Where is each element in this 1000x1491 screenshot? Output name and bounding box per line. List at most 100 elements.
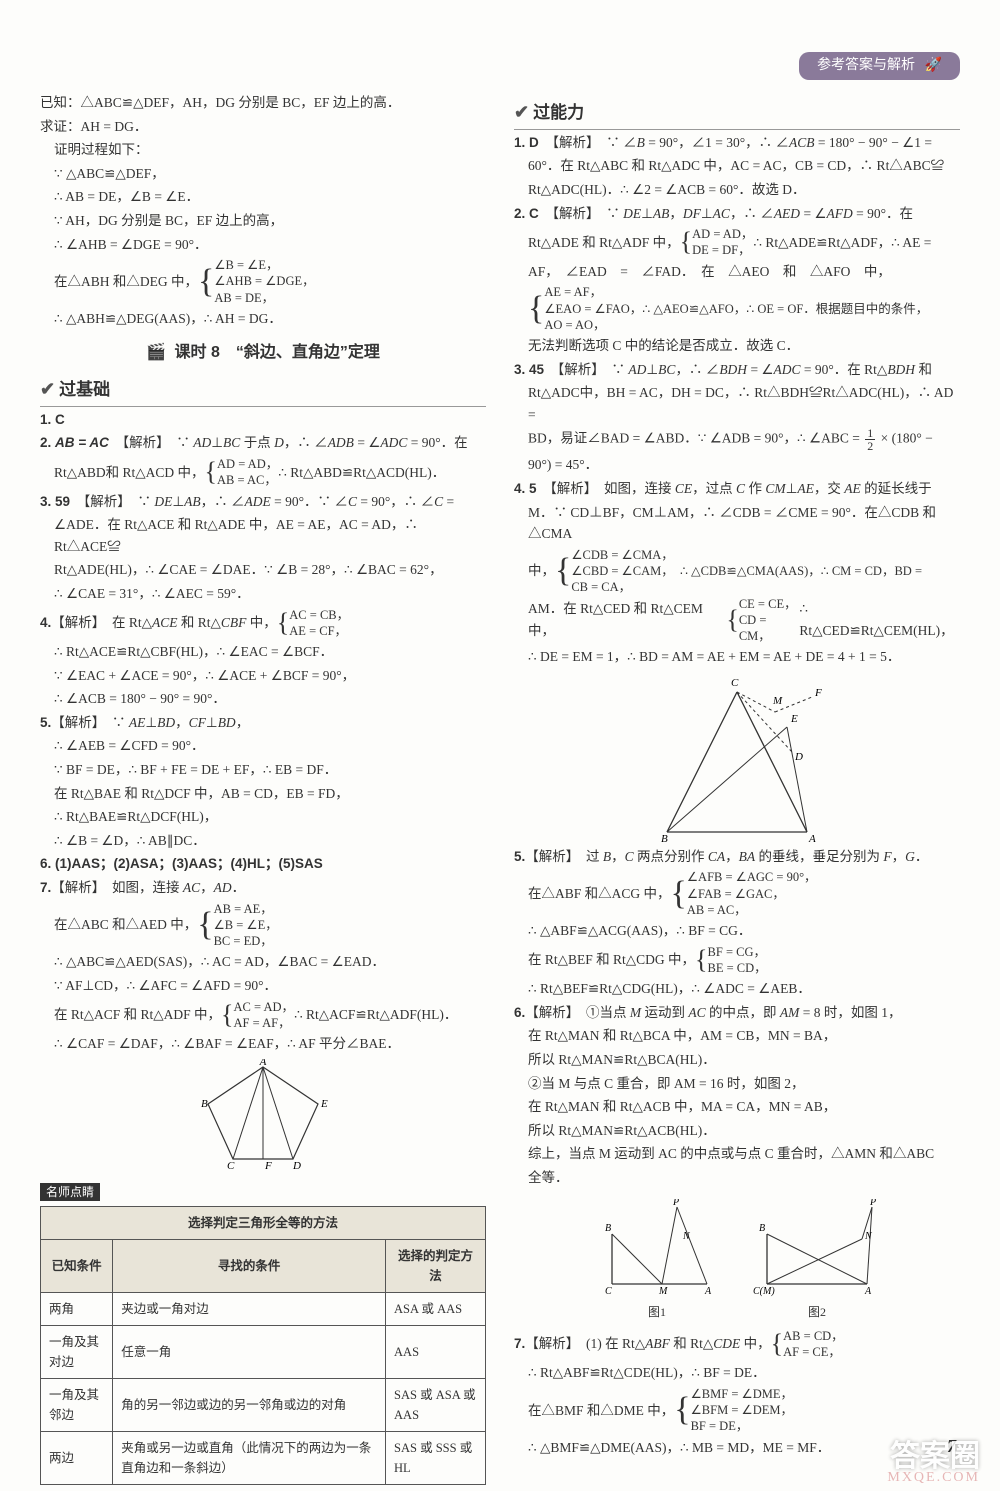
a5db2: BE = CD， [708, 960, 767, 976]
fig1-svg: B C M A P N [587, 1199, 727, 1299]
a4b: M．∵ CD⊥BF，CM⊥AM，∴ ∠CDB = ∠CME = 90°．在△CD… [514, 502, 960, 545]
svg-text:F: F [814, 687, 822, 699]
b7e: ∴ ∠CAF = ∠DAF，∴ ∠BAF = ∠EAF，∴ AF 平分∠BAE． [40, 1033, 486, 1055]
a2-brace: Rt△ADE 和 Rt△ADF 中， { AD = AD， DE = DF， ∴… [514, 226, 931, 259]
b4pre: 4.【解析】 在 Rt△ACE 和 Rt△CBF 中， [40, 612, 277, 634]
a4cstack: ∠CDB = ∠CMA， ∠CBD = ∠CAM， ∴ △CDB≌△CMA(AA… [571, 547, 922, 596]
svg-text:E: E [320, 1098, 328, 1110]
page: 参考答案与解析 🚀 已知：△ABC≌△DEF，AH，DG 分别是 BC，EF 边… [0, 0, 1000, 1491]
svg-text:A: A [864, 1286, 872, 1297]
brace-icon: { [674, 1395, 690, 1425]
brace-icon: { [555, 556, 571, 586]
svg-text:C: C [731, 677, 739, 689]
cell: 角的另一邻边或边的另一邻角或边的对角 [113, 1379, 386, 1432]
a4db2: CD = CM， [739, 612, 800, 645]
b2stack: AD = AD， AB = AC， [217, 456, 278, 489]
a6h: 全等． [514, 1167, 960, 1189]
cell: 夹边或一角对边 [113, 1293, 386, 1326]
a4cb2: ∠CBD = ∠CAM， ∴ △CDB≌△CMA(AAS)，∴ CM = CD，… [571, 563, 922, 579]
l6: ∴ △ABH≌△DEG(AAS)，∴ AH = DG． [40, 308, 486, 330]
a6c: 所以 Rt△MAN≌Rt△BCA(HL)． [514, 1049, 960, 1071]
a5b3: AB = AC， [687, 902, 817, 918]
a5e: ∴ Rt△BEF≌Rt△CDG(HL)，∴ ∠ADC = ∠AEB． [514, 978, 960, 1000]
b5e: ∴ Rt△BAE≌Rt△DCF(HL)， [40, 806, 486, 828]
svg-text:A: A [808, 833, 816, 842]
brace-icon: { [221, 1000, 233, 1030]
th2: 寻找的条件 [113, 1240, 386, 1293]
svg-text:B: B [201, 1098, 208, 1110]
watermark-url: MXQE.COM [887, 1467, 980, 1489]
a5db1: BF = CG， [708, 944, 767, 960]
b7b3: BC = ED， [214, 933, 278, 949]
fig1-label: 图1 [587, 1303, 727, 1322]
a3c: BD，易证∠BAD = ∠ABD．∵ ∠ADB = 90°，∴ ∠ABC = 1… [514, 427, 960, 452]
content-columns: 已知：△ABC≌△DEF，AH，DG 分别是 BC，EF 边上的高． 求证：AH… [40, 90, 960, 1485]
a7cpre: 在△BMF 和△DME 中， [528, 1400, 674, 1422]
header-text: 参考答案与解析 [817, 58, 915, 73]
b3d: ∴ ∠CAE = 31°，∴ ∠AEC = 59°． [40, 583, 486, 605]
b1: 1. C [40, 409, 486, 431]
svg-text:P: P [869, 1199, 876, 1208]
b5a: 5.【解析】 ∵ AE⊥BD，CF⊥BD， [40, 712, 486, 734]
a4cpre: 中， [528, 560, 555, 582]
a2b2: DE = DF， [692, 242, 753, 258]
a2pre: Rt△ADE 和 Rt△ADF 中， [528, 232, 680, 254]
cell: 一角及其邻边 [41, 1379, 113, 1432]
brace-icon: { [771, 1329, 783, 1359]
header-badge: 参考答案与解析 🚀 [799, 52, 960, 80]
a7astack: AB = CD， AF = CE， [783, 1328, 844, 1361]
fig1-wrap: B C M A P N 图1 [587, 1195, 727, 1322]
a7cb1: ∠BMF = ∠DME， [691, 1386, 793, 1402]
a5stack: ∠AFB = ∠AGC = 90°， ∠FAB = ∠GAC， AB = AC， [687, 869, 817, 918]
a2db3: AO = AO， [544, 317, 928, 333]
ability-section-head: ✔ 过能力 [514, 98, 960, 130]
a7ab1: AB = CD， [783, 1328, 844, 1344]
clapper-icon: 🎬 [146, 344, 166, 361]
a4e: ∴ DE = EM = 1，∴ BD = AM = AE + EM = AE +… [514, 646, 960, 668]
b7b2: ∠B = ∠E， [214, 917, 278, 933]
a2e: 无法判断选项 C 中的结论是否成立．故选 C． [514, 335, 960, 357]
b6: 6. (1)AAS；(2)ASA；(3)AAS；(4)HL；(5)SAS [40, 853, 486, 875]
a7cb2: ∠BFM = ∠DEM， [691, 1402, 793, 1418]
a5b2: ∠FAB = ∠GAC， [687, 886, 817, 902]
tick-icon: ✔ [514, 98, 529, 127]
svg-text:C: C [227, 1160, 235, 1169]
a4cb3: CB = CA， [571, 579, 922, 595]
a7ab2: AF = CE， [783, 1344, 844, 1360]
cell: 夹角或另一边或直角（此情况下的两边为一条直角边和一条斜边） [113, 1432, 386, 1485]
table-caption: 选择判定三角形全等的方法 [40, 1206, 486, 1239]
l2: ∴ AB = DE，∠B = ∠E． [40, 186, 486, 208]
b5f: ∴ ∠B = ∠D，∴ AB∥DC． [40, 830, 486, 852]
svg-text:P: P [672, 1199, 679, 1208]
svg-text:D: D [794, 751, 803, 763]
b2post: ∴ Rt△ABD≌Rt△ACD(HL)． [278, 462, 445, 484]
pentagon-diagram: A B E C F D [193, 1059, 333, 1169]
svg-text:M: M [772, 695, 783, 707]
th3: 选择的判定方法 [386, 1240, 486, 1293]
a2c: AF， ∠EAD = ∠FAD． 在 △AEO 和 △AFO 中， [514, 261, 960, 283]
a5dpre: 在 Rt△BEF 和 Rt△CDG 中， [528, 949, 695, 971]
table-row: 已知条件 寻找的条件 选择的判定方法 [41, 1240, 486, 1293]
svg-text:C: C [605, 1286, 612, 1297]
a3a: 3. 45 【解析】 ∵ AD⊥BC，∴ ∠BDH = ∠ADC = 90°．在… [514, 359, 960, 381]
a1b: 60°．在 Rt△ABC 和 Rt△ADC 中，AC = AC，CB = CD，… [514, 155, 960, 177]
a3b: Rt△ADC中，BH = AC，DH = DC，∴ Rt△BDH≌Rt△ADC(… [514, 382, 960, 425]
a4cb1: ∠CDB = ∠CMA， [571, 547, 922, 563]
b7d-brace: 在 Rt△ACF 和 Rt△ADF 中， { AC = AD， AF = AF，… [40, 999, 457, 1032]
a2db1: AE = AF， [544, 284, 928, 300]
b2pre: Rt△ABD和 Rt△ACD 中， [54, 462, 205, 484]
l1: ∵ △ABC≌△DEF， [40, 163, 486, 185]
a2stack: AD = AD， DE = DF， [692, 226, 753, 259]
l5a: 在△ABH 和△DEG 中， [54, 271, 198, 293]
a2db2: ∠EAO = ∠FAO，∴ △AEO≌△AFO，∴ OE = OF．根据题目中的… [544, 301, 928, 317]
tip-label: 名师点睛 [40, 1183, 100, 1201]
a5a: 5.【解析】 过 B，C 两点分别作 CA，BA 的垂线，垂足分别为 F，G． [514, 846, 960, 868]
b7-brace: 在△ABC 和△AED 中， { AB = AE， ∠B = ∠E， BC = … [40, 901, 278, 950]
svg-text:B: B [759, 1223, 765, 1234]
cell: 两角 [41, 1293, 113, 1326]
a4c-brace: 中， { ∠CDB = ∠CMA， ∠CBD = ∠CAM， ∴ △CDB≌△C… [514, 547, 922, 596]
svg-text:C(M): C(M) [753, 1286, 775, 1297]
a6e: 在 Rt△MAN 和 Rt△ACB 中，MA = CA，MN = AB， [514, 1096, 960, 1118]
teacher-tip: 名师点睛 选择判定三角形全等的方法 已知条件 寻找的条件 选择的判定方法 两角 … [40, 1181, 486, 1486]
b4stack: AC = CB， AE = CF， [289, 607, 349, 640]
